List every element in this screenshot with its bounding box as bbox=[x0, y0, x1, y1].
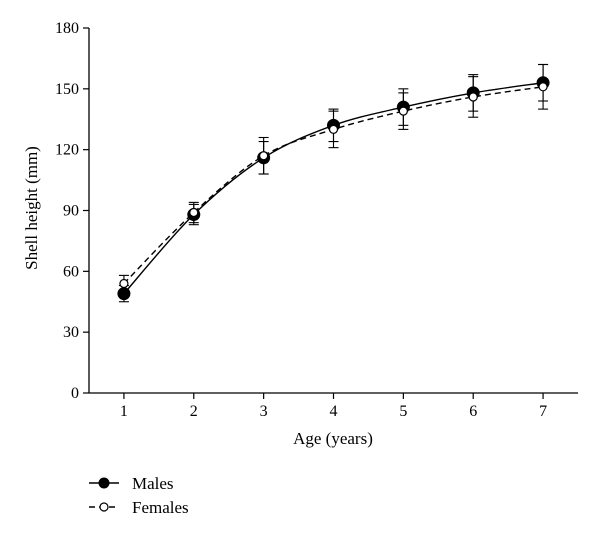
y-tick-label-180: 180 bbox=[55, 20, 79, 37]
y-tick-label-60: 60 bbox=[63, 263, 79, 280]
x-tick-label-6: 6 bbox=[469, 403, 477, 420]
y-axis: 0 30 60 90 120 150 180 bbox=[55, 20, 90, 402]
y-tick-label-90: 90 bbox=[63, 203, 79, 220]
point-females-2 bbox=[189, 207, 199, 218]
y-tick-label-150: 150 bbox=[55, 81, 79, 98]
y-tick-label-0: 0 bbox=[71, 385, 79, 402]
x-tick-label-4: 4 bbox=[330, 403, 338, 420]
x-tick-label-1: 1 bbox=[120, 403, 128, 420]
legend-swatch-males-marker bbox=[98, 477, 110, 489]
legend-item-females: Females bbox=[89, 498, 189, 517]
legend-label-females: Females bbox=[132, 498, 189, 517]
legend: Males Females bbox=[89, 474, 189, 517]
series-females bbox=[118, 63, 549, 293]
point-females-6 bbox=[468, 92, 478, 102]
series-males bbox=[117, 63, 550, 303]
point-females-3 bbox=[259, 151, 269, 161]
point-females-5 bbox=[398, 106, 408, 116]
y-tick-label-120: 120 bbox=[55, 142, 79, 159]
point-females-1 bbox=[119, 278, 129, 289]
y-tick-label-30: 30 bbox=[63, 324, 79, 341]
x-tick-label-5: 5 bbox=[399, 403, 407, 420]
y-axis-title: Shell height (mm) bbox=[22, 146, 41, 270]
legend-item-males: Males bbox=[89, 474, 174, 493]
point-females-7 bbox=[538, 82, 548, 92]
x-axis-title: Age (years) bbox=[293, 429, 373, 448]
legend-label-males: Males bbox=[132, 474, 174, 493]
x-tick-label-7: 7 bbox=[539, 403, 547, 420]
point-females-4 bbox=[328, 124, 339, 134]
series-layer bbox=[117, 63, 550, 303]
x-axis: 1 2 3 4 5 6 7 bbox=[89, 392, 578, 420]
x-tick-label-2: 2 bbox=[190, 403, 198, 420]
x-tick-label-3: 3 bbox=[260, 403, 268, 420]
legend-swatch-females-marker bbox=[99, 502, 109, 512]
